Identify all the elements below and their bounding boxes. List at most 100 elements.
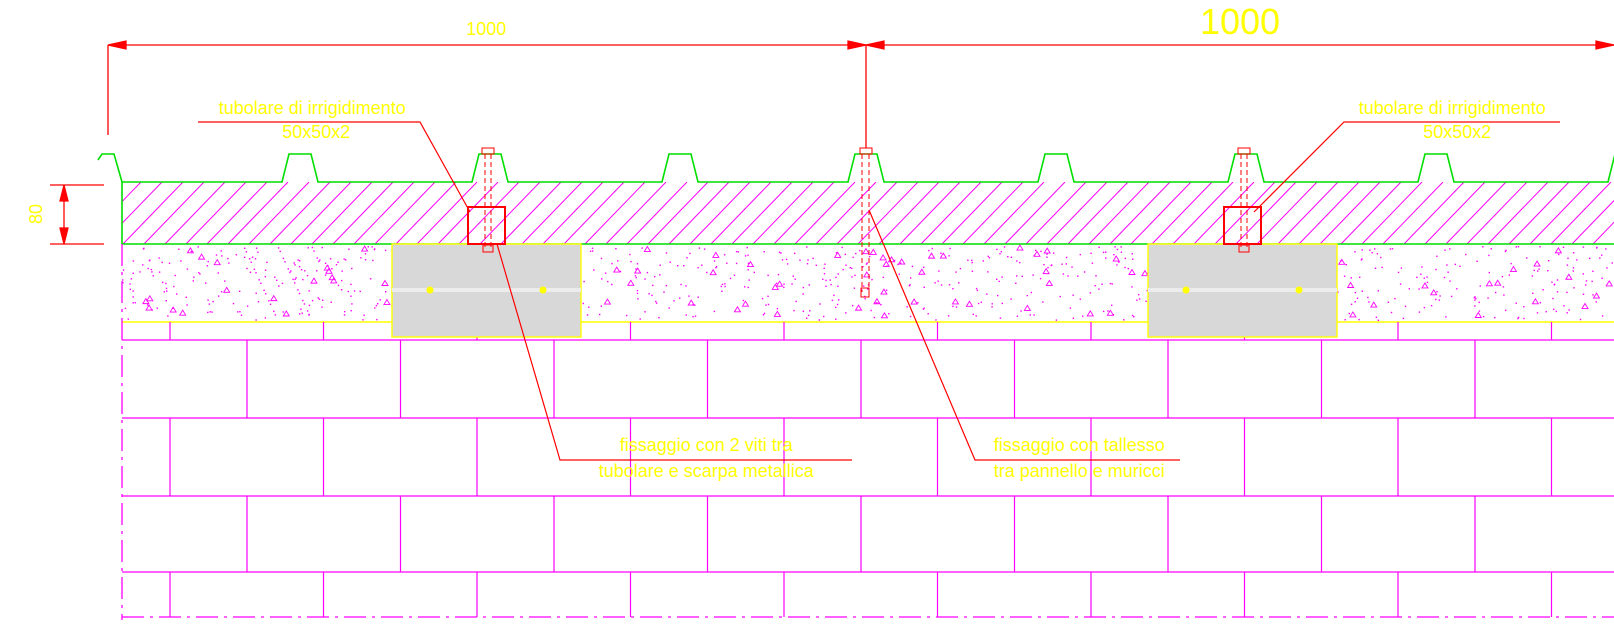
hatch-stroke bbox=[1592, 221, 1614, 244]
concrete-dot bbox=[1105, 251, 1107, 253]
concrete-dot bbox=[636, 289, 639, 292]
concrete-aggregate bbox=[880, 311, 889, 319]
concrete-dot bbox=[835, 318, 837, 320]
concrete-dot bbox=[1361, 290, 1363, 292]
concrete-dot bbox=[265, 293, 267, 295]
concrete-dot bbox=[374, 307, 376, 309]
concrete-dot bbox=[1132, 258, 1134, 260]
concrete-dot bbox=[767, 274, 769, 277]
concrete-aggregate bbox=[627, 279, 635, 286]
hatch-stroke bbox=[353, 182, 415, 244]
hatch-stroke bbox=[1571, 199, 1614, 244]
concrete-dot bbox=[350, 295, 352, 297]
concrete-dot bbox=[867, 288, 869, 290]
concrete-dot bbox=[1551, 281, 1553, 283]
concrete-dot bbox=[634, 275, 637, 277]
hatch-stroke bbox=[143, 182, 205, 244]
panel-outline bbox=[97, 153, 1614, 245]
concrete-dot bbox=[659, 274, 661, 276]
concrete-dot bbox=[849, 266, 851, 269]
concrete-dot bbox=[971, 270, 974, 272]
concrete-dot bbox=[1482, 246, 1484, 248]
concrete-aggregate bbox=[178, 309, 187, 316]
concrete-aggregate bbox=[1605, 280, 1614, 287]
concrete-dot bbox=[591, 247, 594, 249]
concrete-dot bbox=[1354, 291, 1357, 294]
concrete-aggregate bbox=[1016, 244, 1024, 251]
concrete-dot bbox=[362, 319, 364, 321]
concrete-dot bbox=[161, 261, 163, 264]
concrete-dot bbox=[697, 296, 699, 298]
concrete-aggregate bbox=[1042, 267, 1050, 275]
label-stiffener-left-line2: 50x50x2 bbox=[282, 122, 350, 142]
concrete-dot bbox=[211, 311, 213, 313]
concrete-dot bbox=[955, 271, 957, 273]
concrete-dot bbox=[1595, 301, 1597, 303]
concrete-dot bbox=[240, 314, 243, 316]
concrete-dot bbox=[836, 303, 839, 306]
concrete-dot bbox=[783, 286, 785, 289]
concrete-dot bbox=[999, 317, 1002, 319]
concrete-dot bbox=[859, 249, 861, 252]
concrete-dot bbox=[977, 302, 980, 305]
concrete-dot bbox=[958, 282, 960, 284]
hatch-stroke bbox=[479, 182, 541, 244]
concrete-dot bbox=[763, 312, 766, 315]
concrete-dot bbox=[842, 268, 844, 271]
concrete-dot bbox=[910, 277, 912, 279]
concrete-dot bbox=[318, 260, 320, 263]
concrete-dot bbox=[949, 247, 951, 250]
concrete-dot bbox=[298, 266, 301, 268]
concrete-dot bbox=[1094, 285, 1096, 287]
concrete-dot bbox=[1572, 267, 1575, 269]
concrete-dot bbox=[967, 259, 969, 261]
concrete-dot bbox=[1055, 319, 1058, 321]
concrete-dot bbox=[1547, 270, 1549, 272]
concrete-dot bbox=[172, 307, 174, 309]
concrete-dot bbox=[193, 276, 195, 278]
concrete-dot bbox=[263, 289, 265, 291]
label-fixing-screws-line2: tubolare e scarpa metallica bbox=[598, 461, 814, 481]
concrete-dot bbox=[1539, 302, 1542, 304]
concrete-dot bbox=[1371, 252, 1373, 254]
concrete-dot bbox=[1387, 301, 1390, 303]
concrete-dot bbox=[1420, 273, 1422, 275]
concrete-aggregate bbox=[880, 288, 888, 295]
concrete-dot bbox=[1436, 255, 1438, 257]
concrete-dot bbox=[776, 308, 779, 310]
concrete-dot bbox=[1474, 299, 1476, 301]
concrete-aggregate bbox=[733, 305, 742, 313]
concrete-dot bbox=[1599, 257, 1601, 259]
concrete-dot bbox=[316, 257, 318, 259]
concrete-dot bbox=[955, 306, 958, 308]
concrete-dot bbox=[1367, 296, 1369, 299]
concrete-aggregate bbox=[1421, 282, 1429, 289]
concrete-dot bbox=[1582, 246, 1585, 248]
concrete-dot bbox=[698, 247, 701, 249]
concrete-aggregate bbox=[1485, 279, 1494, 287]
concrete-dot bbox=[1444, 249, 1446, 251]
concrete-dot bbox=[777, 273, 780, 276]
concrete-dot bbox=[1354, 251, 1356, 253]
concrete-dot bbox=[794, 278, 796, 280]
concrete-dot bbox=[838, 299, 840, 301]
concrete-dot bbox=[1510, 262, 1512, 265]
concrete-dot bbox=[783, 283, 785, 285]
thickness-arrow-top bbox=[59, 184, 69, 202]
concrete-dot bbox=[823, 315, 825, 318]
concrete-dot bbox=[1482, 315, 1485, 318]
concrete-dot bbox=[791, 283, 793, 285]
concrete-dot bbox=[999, 253, 1001, 255]
concrete-dot bbox=[1047, 266, 1049, 269]
concrete-dot bbox=[300, 308, 302, 310]
concrete-dot bbox=[1596, 246, 1598, 249]
concrete-dot bbox=[1505, 249, 1507, 252]
concrete-dot bbox=[129, 283, 131, 285]
concrete-aggregate bbox=[709, 268, 717, 276]
concrete-dot bbox=[1553, 308, 1555, 310]
concrete-dot bbox=[1531, 275, 1534, 277]
concrete-dot bbox=[306, 310, 309, 312]
concrete-dot bbox=[379, 299, 381, 301]
concrete-dot bbox=[212, 300, 214, 303]
concrete-dot bbox=[1390, 311, 1393, 314]
